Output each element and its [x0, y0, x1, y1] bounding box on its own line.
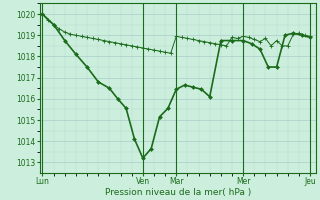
X-axis label: Pression niveau de la mer( hPa ): Pression niveau de la mer( hPa ) [105, 188, 251, 197]
